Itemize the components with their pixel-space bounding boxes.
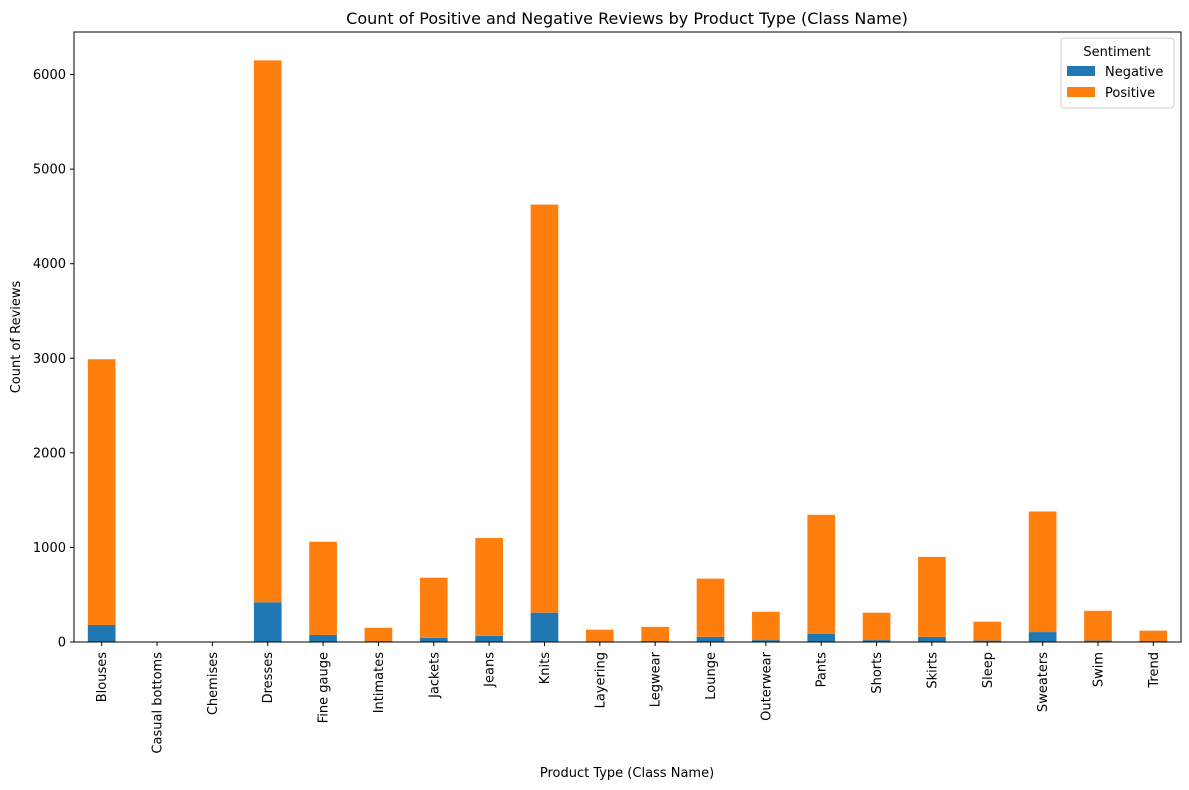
bar-positive-jackets [419,577,448,638]
legend-title: Sentiment [1083,45,1150,60]
y-tick-label: 6000 [33,68,66,83]
x-tick-label: Skirts [925,652,940,689]
x-tick-label: Jeans [483,652,498,688]
x-tick-label: Casual bottoms [151,652,166,754]
bar-negative-sleep [973,640,1002,642]
bar-positive-blouses [87,359,116,625]
x-tick-label: Dresses [261,652,276,704]
x-axis: Blouses Casual bottoms Chemises Dresses Fine… [95,642,1162,754]
bar-positive-jeans [475,537,503,636]
bar-positive-outerwear [752,611,780,641]
bar-positive-dresses [253,60,282,603]
legend-swatch-positive [1067,87,1095,97]
x-axis-title: Product Type (Class Name) [540,766,714,781]
x-tick-label: Intimates [372,652,387,714]
bar-negative-blouses [87,624,116,642]
bar-positive-sleep [973,621,1002,641]
bar-negative-pants [807,633,836,642]
y-tick-label: 2000 [33,446,66,461]
x-tick-label: Blouses [95,652,110,702]
bar-negative-dresses [253,602,282,642]
x-tick-label: Knits [538,652,553,684]
y-tick-label: 0 [58,636,66,651]
bar-positive-skirts [918,556,946,637]
x-tick-label: Sweaters [1036,652,1051,712]
y-tick-label: 1000 [33,541,66,556]
bar-positive-layering [585,629,614,642]
x-tick-label: Chemises [206,652,221,715]
bar-positive-pants [807,514,836,634]
legend: Sentiment Negative Positive [1060,37,1175,109]
y-axis-title: Count of Reviews [9,280,24,393]
bar-negative-shorts [862,640,891,642]
x-tick-label: Sleep [981,652,996,688]
bar-positive-sweaters [1028,511,1057,633]
x-tick-label: Shorts [870,652,885,694]
y-tick-label: 5000 [33,163,66,178]
bar-positive-trend [1139,630,1168,642]
x-tick-label: Fine gauge [317,652,332,723]
bar-positive-legwear [641,626,670,642]
y-tick-label: 3000 [33,352,66,367]
bar-positive-swim [1084,610,1112,641]
bar-negative-lounge [696,636,725,642]
legend-swatch-negative [1067,66,1095,76]
bar-negative-swim [1084,640,1112,642]
x-tick-label: Jackets [427,652,442,699]
bar-negative-outerwear [752,640,780,642]
bar-positive-lounge [696,578,725,637]
x-tick-label: Pants [815,652,830,688]
bars-layer [87,60,1168,642]
legend-label-negative: Negative [1105,65,1163,80]
legend-label-positive: Positive [1105,86,1155,101]
x-tick-label: Lounge [704,652,719,700]
bar-positive-shorts [862,612,891,641]
x-tick-label: Swim [1091,652,1106,687]
bar-positive-fine-gauge [309,541,337,635]
bar-positive-knits [530,204,559,613]
x-tick-label: Legwear [649,651,664,707]
plot-frame [73,31,1182,643]
bar-negative-sweaters [1028,632,1057,642]
x-tick-label: Layering [593,652,608,708]
bar-negative-jeans [475,635,503,642]
y-tick-label: 4000 [33,257,66,272]
bar-positive-intimates [364,627,393,642]
bar-negative-fine-gauge [309,634,337,642]
bar-negative-knits [530,612,559,642]
y-axis: 0 1000 2000 3000 4000 5000 6000 [33,68,74,651]
x-tick-label: Trend [1147,652,1162,689]
x-tick-label: Outerwear [759,651,774,721]
bar-negative-skirts [918,636,946,642]
bar-negative-jackets [419,637,448,642]
chart-title: Count of Positive and Negative Reviews b… [346,9,908,28]
